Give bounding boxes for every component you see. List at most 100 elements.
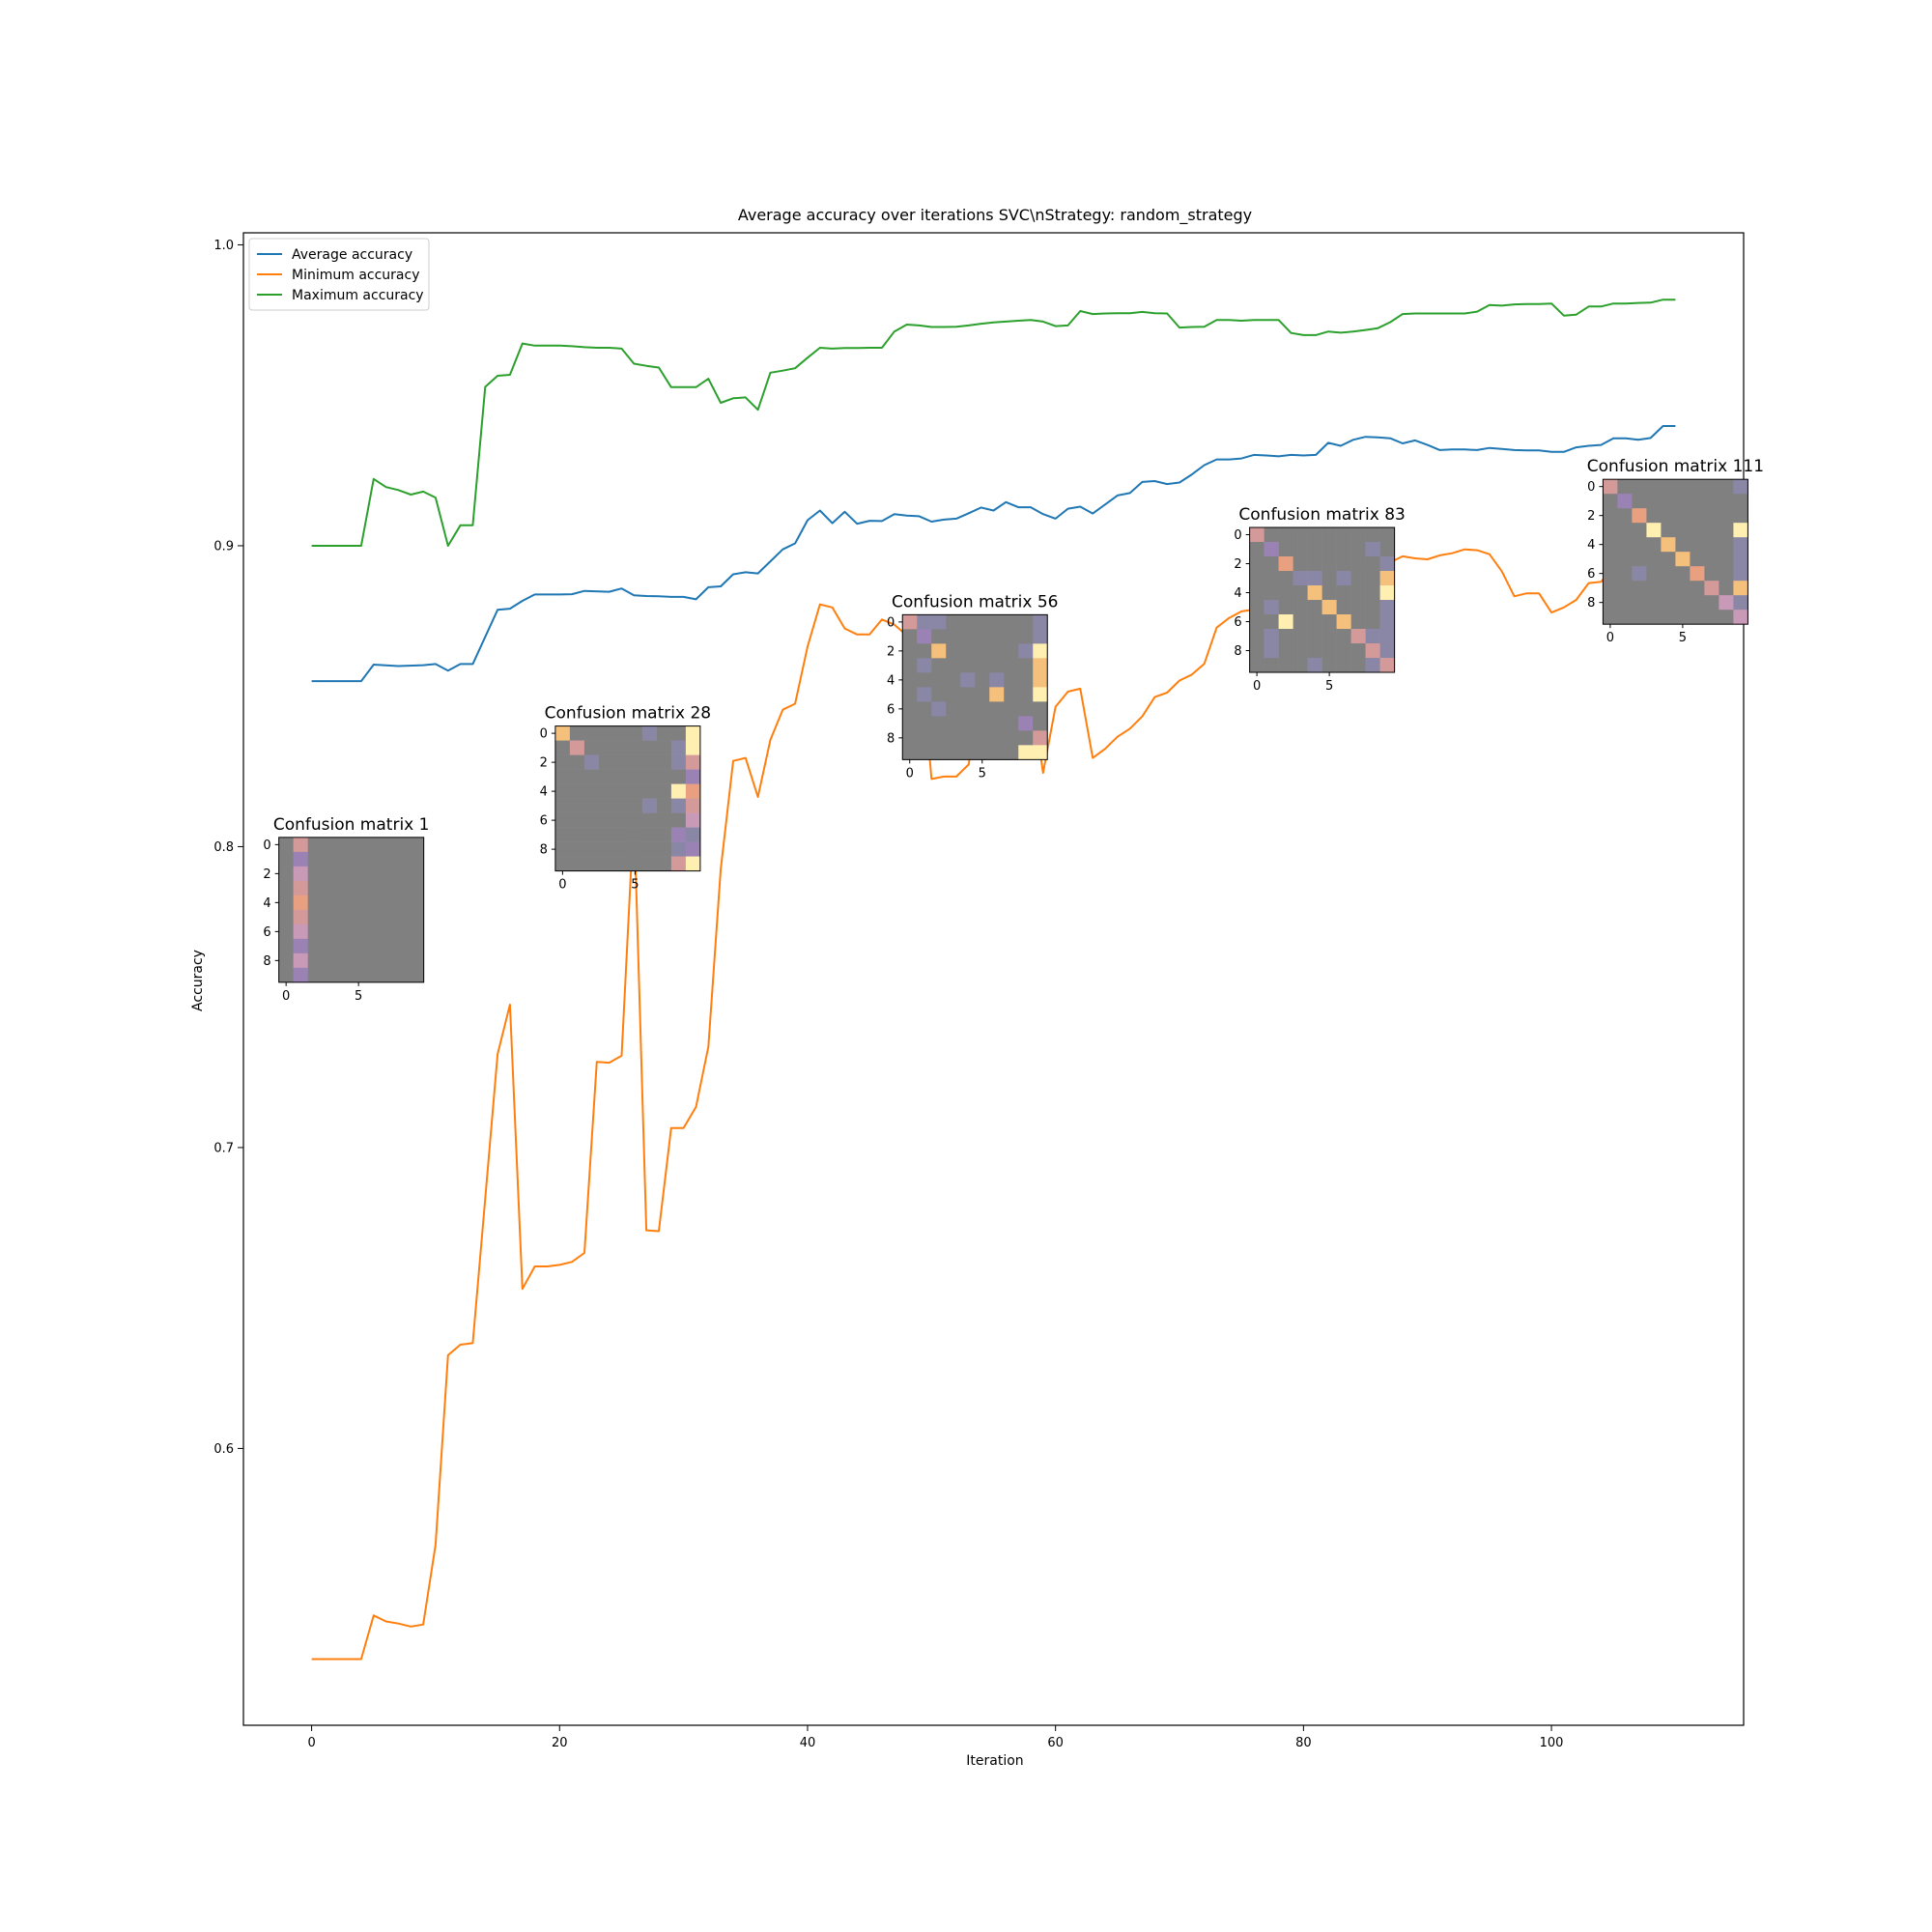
- matrix-cell: [1293, 585, 1308, 601]
- matrix-cell: [1350, 542, 1366, 557]
- inset-y-tick-label: 8: [887, 731, 895, 746]
- matrix-cell: [293, 952, 308, 969]
- matrix-cell: [656, 856, 672, 871]
- matrix-cell: [902, 658, 918, 673]
- matrix-cell: [583, 769, 600, 784]
- matrix-cell: [1365, 658, 1380, 673]
- matrix-cell: [278, 967, 294, 983]
- matrix-cell: [307, 923, 323, 940]
- matrix-cell: [1675, 566, 1690, 582]
- inset-x-tick-label: 0: [282, 989, 290, 1004]
- matrix-cell: [960, 716, 976, 731]
- matrix-cell: [931, 614, 947, 630]
- matrix-cell: [1365, 600, 1380, 615]
- matrix-cell: [1646, 595, 1662, 611]
- matrix-cell: [1350, 643, 1366, 659]
- matrix-cell: [1365, 542, 1380, 557]
- matrix-cell: [1033, 687, 1048, 702]
- matrix-cell: [1336, 614, 1351, 630]
- matrix-cell: [380, 952, 395, 969]
- matrix-cell: [394, 909, 410, 925]
- matrix-cell: [641, 740, 658, 755]
- matrix-cell: [278, 938, 294, 954]
- matrix-cell: [569, 725, 585, 741]
- legend-label: Maximum accuracy: [292, 288, 424, 303]
- matrix-cell: [278, 866, 294, 882]
- matrix-cell: [1321, 527, 1337, 543]
- matrix-cell: [931, 687, 947, 702]
- matrix-cell: [598, 725, 614, 741]
- matrix-cell: [1264, 571, 1279, 586]
- matrix-cell: [902, 745, 918, 760]
- matrix-cell: [975, 730, 990, 746]
- matrix-cell: [583, 827, 600, 842]
- confusion-matrix-inset: Confusion matrix 111 0 5 0 2 4 6 8: [1587, 457, 1764, 645]
- inset-x-tick-label: 5: [1325, 679, 1333, 694]
- inset-title: Confusion matrix 28: [545, 704, 711, 724]
- matrix-cell: [1365, 614, 1380, 630]
- inset-y-tick-label: 6: [887, 702, 895, 717]
- matrix-cell: [351, 923, 366, 940]
- matrix-cell: [612, 827, 629, 842]
- matrix-cell: [278, 952, 294, 969]
- matrix-cell: [409, 880, 424, 896]
- matrix-cell: [612, 841, 629, 857]
- matrix-cell: [960, 672, 976, 688]
- matrix-cell: [1646, 552, 1662, 567]
- matrix-cell: [1719, 581, 1734, 596]
- legend-box: [248, 238, 430, 311]
- matrix-cell: [554, 841, 571, 857]
- inset-y-tick-label: 8: [1587, 596, 1595, 611]
- matrix-cell: [351, 938, 366, 954]
- confusion-matrix-inset: Confusion matrix 83 0 5 0 2 4 6 8: [1234, 505, 1405, 694]
- matrix-cell: [1278, 571, 1293, 586]
- matrix-cell: [394, 923, 410, 940]
- matrix-cell: [322, 909, 337, 925]
- matrix-cell: [960, 701, 976, 717]
- matrix-cell: [685, 725, 701, 741]
- matrix-cell: [989, 629, 1005, 644]
- matrix-cell: [351, 866, 366, 882]
- matrix-cell: [1249, 629, 1264, 644]
- matrix-cell: [1321, 571, 1337, 586]
- matrix-cell: [1033, 643, 1048, 659]
- matrix-cell: [946, 701, 961, 717]
- matrix-cell: [685, 812, 701, 828]
- matrix-cell: [656, 754, 672, 770]
- matrix-cell: [322, 837, 337, 853]
- matrix-cell: [1278, 614, 1293, 630]
- matrix-cell: [1661, 581, 1676, 596]
- matrix-cell: [351, 895, 366, 911]
- matrix-cell: [1264, 643, 1279, 659]
- matrix-cell: [612, 798, 629, 813]
- matrix-cell: [1365, 556, 1380, 572]
- matrix-cell: [1350, 614, 1366, 630]
- matrix-cell: [627, 769, 643, 784]
- matrix-cell: [554, 769, 571, 784]
- matrix-cell: [670, 783, 687, 799]
- matrix-cell: [365, 880, 381, 896]
- matrix-cell: [1350, 585, 1366, 601]
- matrix-cell: [902, 643, 918, 659]
- matrix-cell: [1661, 595, 1676, 611]
- x-tick-label: 100: [1540, 1736, 1564, 1750]
- matrix-cell: [1603, 581, 1618, 596]
- matrix-cell: [336, 866, 352, 882]
- x-tick-label: 0: [307, 1736, 315, 1750]
- matrix-cell: [1293, 542, 1308, 557]
- matrix-cell: [322, 895, 337, 911]
- matrix-cell: [1379, 614, 1395, 630]
- x-tick-label: 60: [1047, 1736, 1064, 1750]
- matrix-cell: [322, 851, 337, 867]
- matrix-cell: [946, 716, 961, 731]
- matrix-cell: [583, 798, 600, 813]
- matrix-cell: [1704, 494, 1719, 509]
- matrix-cell: [293, 895, 308, 911]
- matrix-cell: [1661, 552, 1676, 567]
- matrix-cell: [989, 701, 1005, 717]
- matrix-cell: [917, 701, 932, 717]
- matrix-cell: [598, 783, 614, 799]
- matrix-cell: [960, 745, 976, 760]
- matrix-cell: [1278, 542, 1293, 557]
